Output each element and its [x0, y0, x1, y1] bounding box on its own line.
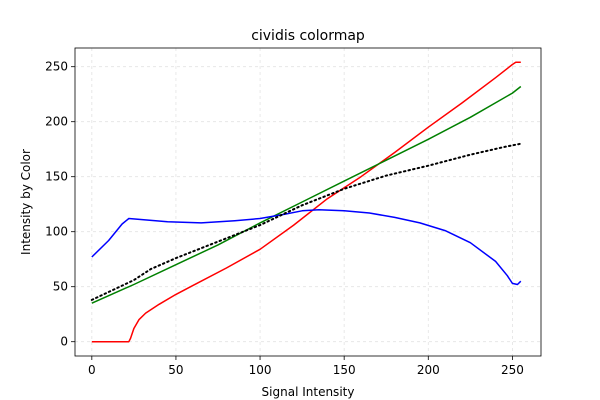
x-tick-label: 100 — [249, 363, 272, 377]
grid — [75, 48, 541, 356]
x-tick-label: 150 — [333, 363, 356, 377]
y-tick-label: 0 — [60, 335, 68, 349]
y-axis-label: Intensity by Color — [19, 149, 33, 255]
series-layer — [90, 61, 522, 343]
x-tick-label: 250 — [501, 363, 524, 377]
red-channel-line — [91, 61, 521, 343]
x-axis-label: Signal Intensity — [262, 385, 355, 399]
y-tick-label: 50 — [53, 280, 68, 294]
y-tick-label: 150 — [45, 170, 68, 184]
y-tick-label: 200 — [45, 115, 68, 129]
blue-channel-line — [91, 208, 522, 286]
green-channel-line — [91, 85, 522, 304]
x-tick-label: 0 — [88, 363, 96, 377]
axis-ticks: 0 50 100 150 200 250 0 50 100 150 200 250 — [45, 60, 524, 377]
chart-title: cividis colormap — [251, 28, 365, 44]
x-tick-label: 200 — [417, 363, 440, 377]
y-tick-label: 250 — [45, 60, 68, 74]
plot-frame — [74, 47, 542, 357]
y-tick-label: 100 — [45, 225, 68, 239]
x-tick-label: 50 — [168, 363, 183, 377]
luminance-dotted-line — [90, 142, 522, 301]
